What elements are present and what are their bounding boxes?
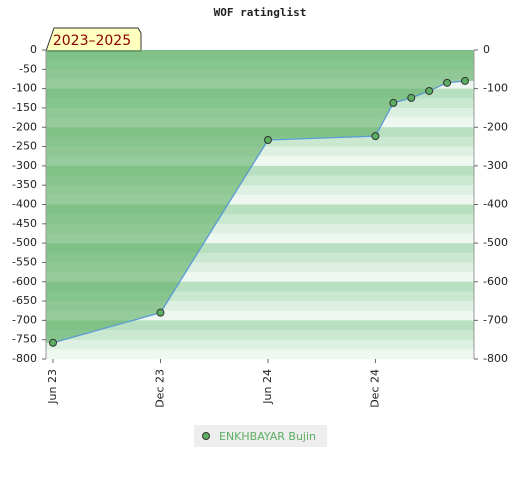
point	[407, 93, 416, 102]
stripe	[46, 175, 474, 186]
y-tick-label: -800	[12, 352, 37, 365]
stripe	[46, 291, 474, 302]
y-tick-label: -600	[12, 275, 37, 288]
y-tick-label: -450	[12, 217, 37, 230]
y2-tick-label: -600	[483, 275, 508, 288]
y2-tick-label: -400	[483, 198, 508, 211]
stripe	[46, 281, 474, 292]
y-tick-label: 0	[30, 43, 37, 56]
y2-tick-label: 0	[483, 43, 490, 56]
y-tick-label: -150	[12, 101, 37, 114]
x-tick-label: Jun 23	[46, 369, 59, 405]
stripe	[46, 243, 474, 254]
stripe	[46, 301, 474, 312]
stripe	[46, 310, 474, 321]
stripe	[46, 320, 474, 331]
stripe	[46, 233, 474, 244]
y-tick-label: -50	[19, 62, 37, 75]
stripe	[46, 165, 474, 176]
y-tick-label: -400	[12, 198, 37, 211]
area	[46, 50, 474, 343]
point	[49, 338, 57, 347]
x-tick-label: Jun 24	[261, 369, 274, 405]
y-tick-label: -250	[12, 140, 37, 153]
y2-tick-label: -300	[483, 159, 508, 172]
y-tick-label: -100	[12, 82, 37, 95]
legend-box	[194, 425, 327, 447]
y2-tick-label: -700	[483, 313, 508, 326]
y2-tick-label: -500	[483, 236, 508, 249]
y-tick-label: -750	[12, 333, 37, 346]
y-tick-label: -500	[12, 236, 37, 249]
point	[371, 132, 380, 141]
stripe	[46, 194, 474, 205]
stripe	[46, 330, 474, 340]
point	[461, 76, 469, 85]
stripe	[46, 156, 474, 167]
point	[443, 78, 452, 87]
point	[156, 308, 165, 317]
stripe	[46, 262, 474, 273]
stripe	[46, 339, 474, 350]
stripe	[46, 349, 474, 360]
stripe	[46, 214, 474, 225]
y-tick-label: -650	[12, 294, 37, 307]
y-tick-label: -700	[12, 313, 37, 326]
x-tick-label: Dec 24	[368, 369, 381, 408]
point	[425, 86, 434, 95]
y2-tick-label: -200	[483, 120, 508, 133]
x-tick-label: Dec 23	[153, 369, 166, 408]
legend-label: ENKHBAYAR Bujin	[219, 430, 316, 443]
y-tick-label: -200	[12, 120, 37, 133]
stripe	[46, 185, 474, 196]
point	[263, 135, 272, 144]
y-tick-label: -550	[12, 255, 37, 268]
stripe	[46, 223, 474, 234]
legend-marker	[202, 432, 210, 440]
chart-title: WOF ratinglist	[214, 6, 307, 19]
y-tick-label: -300	[12, 159, 37, 172]
y2-tick-label: -800	[483, 352, 508, 365]
stripe	[46, 272, 474, 283]
badge: 2023–2025	[53, 33, 131, 49]
stripe	[46, 252, 474, 263]
stripe	[46, 204, 474, 215]
y-tick-label: -350	[12, 178, 37, 191]
y2-tick-label: -100	[483, 82, 508, 95]
point	[389, 98, 398, 107]
